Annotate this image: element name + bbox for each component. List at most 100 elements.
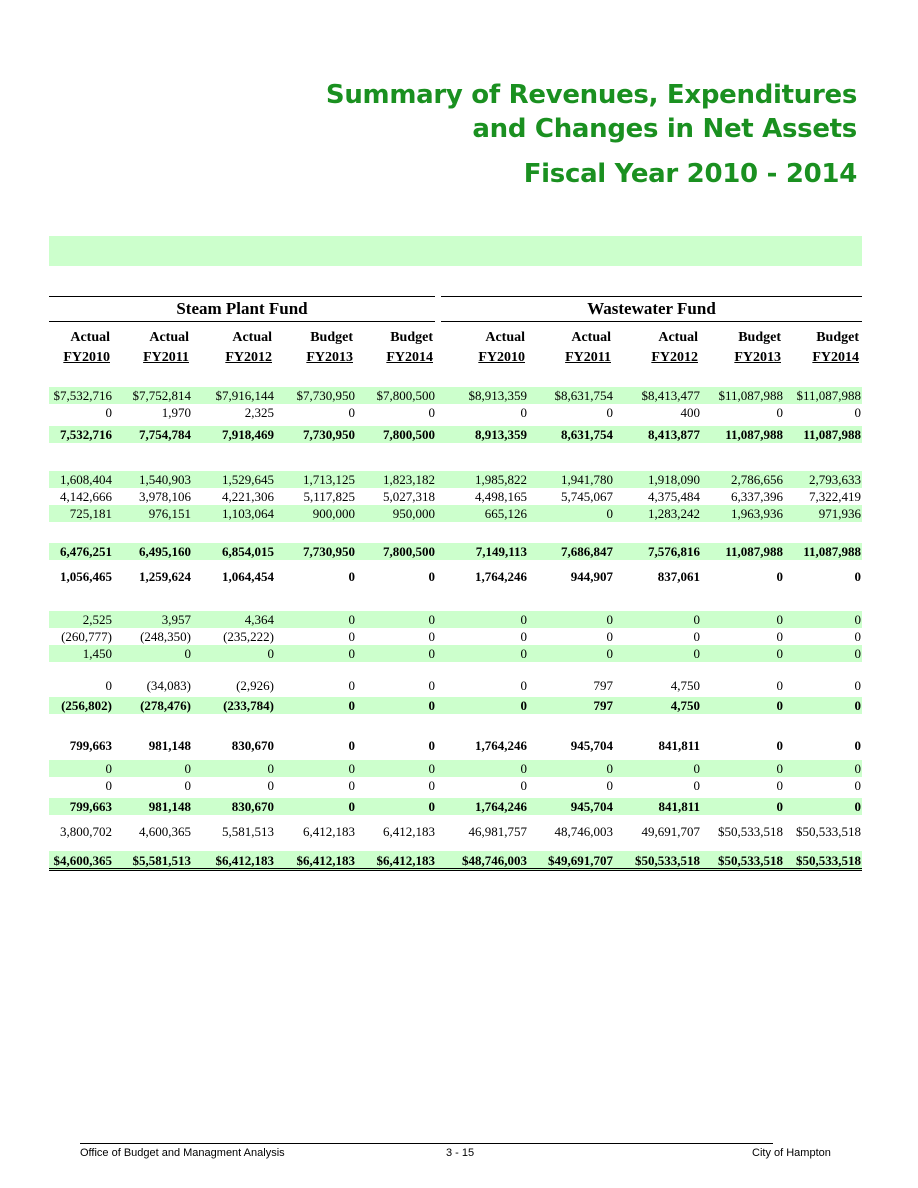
table-cell: 945,704 <box>570 799 613 814</box>
table-cell: 0 <box>184 778 192 793</box>
table-cell: 2,525 <box>82 612 112 627</box>
table-row: 7,532,716 7,754,784 7,918,469 7,730,950 7,80… <box>49 426 862 443</box>
header-band <box>49 236 862 266</box>
table-cell: $48,746,003 <box>462 853 527 868</box>
table-cell: 7,918,469 <box>222 427 274 442</box>
column-header-3-type: Actual <box>232 330 272 345</box>
title-block: Summary of Revenues, Expenditures and Ch… <box>326 78 857 191</box>
table-cell: 981,148 <box>148 799 191 814</box>
table-cell: $11,087,988 <box>796 388 861 403</box>
table-cell: 0 <box>606 646 614 661</box>
table-cell: 0 <box>854 646 862 661</box>
table-cell: 6,412,183 <box>303 824 355 839</box>
table-cell: 0 <box>348 646 356 661</box>
table-cell: 0 <box>520 761 528 776</box>
table-row: $7,532,716 $7,752,814 $7,916,144 $7,730,950… <box>49 387 862 404</box>
column-header-2-type: Actual <box>149 330 189 345</box>
table-cell: 3,978,106 <box>139 489 191 504</box>
table-cell: 0 <box>693 761 701 776</box>
table-cell: 0 <box>854 612 862 627</box>
table-cell: 49,691,707 <box>641 824 701 839</box>
table-row: 3,800,702 4,600,365 5,581,513 6,412,183 6,41… <box>49 823 862 840</box>
table-cell: 1,529,645 <box>222 472 274 487</box>
table-cell: 400 <box>680 405 701 420</box>
column-header-1-year: FY2010 <box>63 350 110 365</box>
table-cell: $6,412,183 <box>215 853 275 868</box>
table-cell: 837,061 <box>657 569 700 584</box>
table-cell: 11,087,988 <box>725 427 783 442</box>
table-cell: $50,533,518 <box>796 853 861 868</box>
table-row: 6,476,251 6,495,160 6,854,015 7,730,950 7,80… <box>49 543 862 560</box>
table-cell: $8,413,477 <box>641 388 701 403</box>
table-cell: (2,926) <box>236 678 274 693</box>
table-cell: $7,532,716 <box>53 388 113 403</box>
table-cell: $6,412,183 <box>376 853 436 868</box>
table-row: 0 1,970 2,325 0 0 0 0 400 0 0 <box>49 404 862 421</box>
table-cell: 4,498,165 <box>475 489 527 504</box>
table-row: 0 0 0 0 0 0 0 0 0 0 <box>49 777 862 794</box>
table-row: 1,608,404 1,540,903 1,529,645 1,713,125 1,82… <box>49 471 862 488</box>
table-cell: 8,631,754 <box>561 427 613 442</box>
table-cell: 4,375,484 <box>648 489 700 504</box>
footer-office: Office of Budget and Managment Analysis <box>80 1147 285 1159</box>
table-cell: 0 <box>348 799 356 814</box>
table-cell: 0 <box>776 799 784 814</box>
table-cell: $8,631,754 <box>554 388 614 403</box>
table-cell: 0 <box>348 698 356 713</box>
table-cell: 4,750 <box>670 698 700 713</box>
table-cell: 0 <box>428 569 436 584</box>
table-cell: 1,941,780 <box>561 472 613 487</box>
column-header-7-type: Actual <box>571 330 611 345</box>
column-header-5-type: Budget <box>390 330 433 345</box>
table-cell: 4,750 <box>670 678 700 693</box>
table-cell: 0 <box>348 678 356 693</box>
table-cell: 11,087,988 <box>803 544 861 559</box>
table-cell: 0 <box>184 646 192 661</box>
table-cell: 0 <box>348 569 356 584</box>
table-cell: 900,000 <box>312 506 355 521</box>
table-row: (256,802) (278,476) (233,784) 0 0 0 797 4,750 0 0 <box>49 697 862 714</box>
table-cell: 5,117,825 <box>303 489 355 504</box>
table-cell: 7,576,816 <box>648 544 700 559</box>
table-cell: 1,450 <box>82 646 112 661</box>
table-cell: 4,364 <box>244 612 274 627</box>
table-cell: 1,918,090 <box>648 472 700 487</box>
table-cell: 0 <box>428 678 436 693</box>
table-cell: 0 <box>776 738 784 753</box>
table-cell: 0 <box>428 405 436 420</box>
table-cell: 0 <box>693 778 701 793</box>
table-cell: 0 <box>267 778 275 793</box>
table-cell: $50,533,518 <box>718 853 783 868</box>
table-cell: 1,540,903 <box>139 472 191 487</box>
table-cell: 0 <box>776 698 784 713</box>
table-cell: 0 <box>348 612 356 627</box>
table-cell: 830,670 <box>231 799 274 814</box>
table-row: 725,181 976,151 1,103,064 900,000 950,000 665… <box>49 505 862 522</box>
table-cell: 0 <box>267 761 275 776</box>
table-cell: 944,907 <box>570 569 613 584</box>
table-cell: 5,027,318 <box>383 489 435 504</box>
table-cell: 945,704 <box>570 738 613 753</box>
table-cell: 0 <box>606 629 614 644</box>
table-cell: 841,811 <box>658 799 700 814</box>
table-cell: $7,800,500 <box>376 388 436 403</box>
column-header-10-type: Budget <box>816 330 859 345</box>
table-row: 799,663 981,148 830,670 0 0 1,764,246 945,704 8… <box>49 737 862 754</box>
table-cell: 8,913,359 <box>475 427 527 442</box>
table-cell: (278,476) <box>140 698 191 713</box>
table-cell: 0 <box>693 612 701 627</box>
table-cell: 725,181 <box>69 506 112 521</box>
table-cell: 0 <box>105 678 113 693</box>
table-cell: (248,350) <box>140 629 191 644</box>
column-header-6-type: Actual <box>485 330 525 345</box>
table-cell: 0 <box>854 698 862 713</box>
table-cell: 7,800,500 <box>383 544 435 559</box>
table-cell: 8,413,877 <box>648 427 700 442</box>
table-cell: 0 <box>428 761 436 776</box>
table-cell: 0 <box>693 646 701 661</box>
column-header-9-type: Budget <box>738 330 781 345</box>
column-header-2-year: FY2011 <box>143 350 189 365</box>
table-cell: 0 <box>428 698 436 713</box>
column-header-2: Actual FY2011 <box>0 0 918 400</box>
table-cell: $7,730,950 <box>296 388 356 403</box>
